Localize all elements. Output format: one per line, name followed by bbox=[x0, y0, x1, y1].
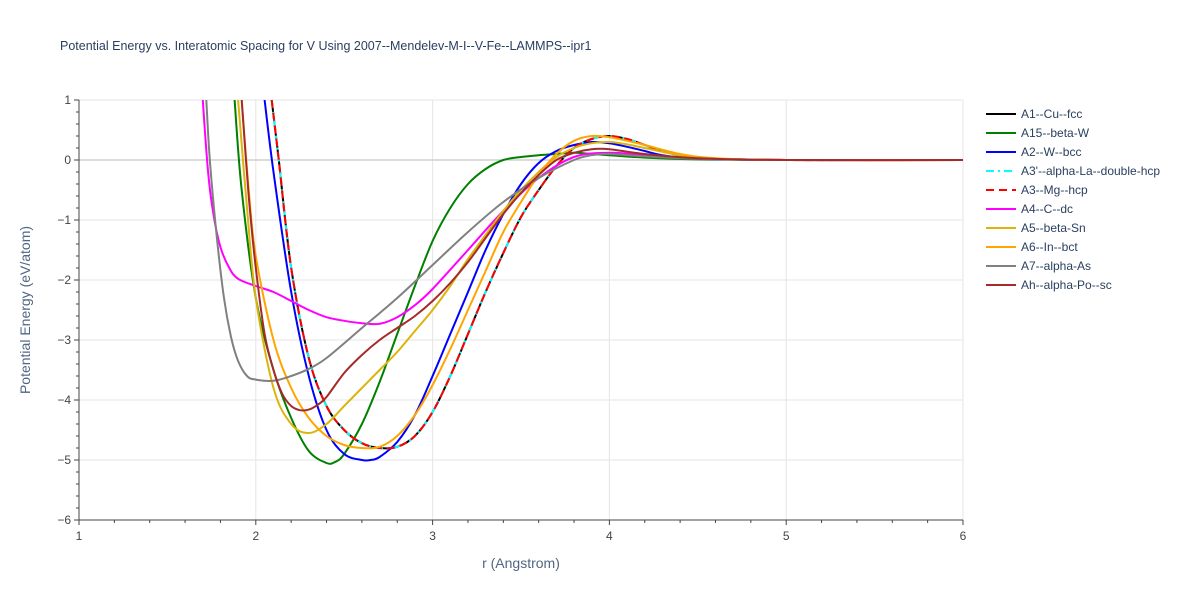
y-tick-label: −5 bbox=[57, 453, 71, 467]
y-tick-label: −6 bbox=[57, 513, 71, 527]
series-line bbox=[270, 100, 963, 450]
series-line bbox=[201, 100, 963, 326]
legend-label: A6--In--bct bbox=[1021, 240, 1078, 254]
x-tick-label: 5 bbox=[783, 529, 790, 543]
y-tick-label: −2 bbox=[57, 273, 71, 287]
y-tick-label: 1 bbox=[64, 93, 71, 107]
legend-label: Ah--alpha-Po--sc bbox=[1021, 278, 1112, 292]
series-line bbox=[240, 100, 963, 412]
legend-label: A15--beta-W bbox=[1021, 126, 1090, 140]
y-tick-label: 0 bbox=[64, 153, 71, 167]
legend-label: A1--Cu--fcc bbox=[1021, 107, 1082, 121]
x-tick-label: 2 bbox=[252, 529, 259, 543]
axes: 1 2 3 4 5 6 1 0 −1 −2 −3 −4 −5 −6 bbox=[57, 93, 966, 543]
legend-label: A3'--alpha-La--double-hcp bbox=[1021, 164, 1160, 178]
legend-label: A7--alpha-As bbox=[1021, 259, 1091, 273]
legend-label: A5--beta-Sn bbox=[1021, 221, 1086, 235]
plot-area bbox=[201, 100, 963, 465]
legend-label: A3--Mg--hcp bbox=[1021, 183, 1088, 197]
x-tick-label: 3 bbox=[429, 529, 436, 543]
legend-label: A2--W--bcc bbox=[1021, 145, 1081, 159]
series-line bbox=[240, 100, 963, 450]
legend: A1--Cu--fcc A15--beta-W A2--W--bcc A3'--alp… bbox=[986, 107, 1160, 292]
y-axis-title: Potential Energy (eV/atom) bbox=[17, 226, 33, 394]
legend-label: A4--C--dc bbox=[1021, 202, 1073, 216]
x-tick-label: 1 bbox=[76, 529, 83, 543]
x-tick-label: 6 bbox=[960, 529, 967, 543]
x-axis-title: r (Angstrom) bbox=[482, 555, 560, 571]
series-line bbox=[233, 100, 963, 465]
grid bbox=[79, 99, 964, 520]
y-tick-label: −3 bbox=[57, 333, 71, 347]
series-line bbox=[205, 100, 963, 382]
chart-title: Potential Energy vs. Interatomic Spacing… bbox=[60, 39, 591, 53]
series-line bbox=[237, 100, 963, 435]
x-tick-label: 4 bbox=[606, 529, 613, 543]
y-tick-label: −4 bbox=[57, 393, 71, 407]
y-tick-label: −1 bbox=[57, 213, 71, 227]
